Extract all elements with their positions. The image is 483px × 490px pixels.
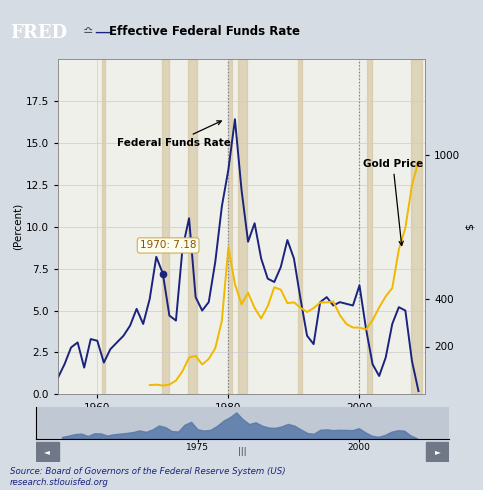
Bar (368, 59, 372, 394)
Bar (102, 59, 105, 394)
Bar (162, 59, 169, 394)
Text: Effective Federal Funds Rate: Effective Federal Funds Rate (109, 25, 299, 38)
Bar (298, 59, 302, 394)
Bar (188, 59, 197, 394)
Y-axis label: $: $ (464, 223, 474, 230)
Text: Source: Board of Governors of the Federal Reserve System (US): Source: Board of Governors of the Federa… (10, 467, 285, 476)
Bar (412, 59, 422, 394)
Bar (238, 59, 247, 394)
Text: FRED: FRED (10, 24, 67, 42)
Text: |||: ||| (239, 447, 247, 456)
Y-axis label: (Percent): (Percent) (13, 203, 23, 250)
Text: ►: ► (435, 447, 441, 456)
Text: —: — (94, 23, 111, 41)
FancyBboxPatch shape (36, 442, 59, 461)
Text: ◄: ◄ (44, 447, 50, 456)
Text: Federal Funds Rate: Federal Funds Rate (117, 121, 231, 148)
Text: Gold Price: Gold Price (363, 159, 423, 245)
Text: 1970: 7.18: 1970: 7.18 (140, 241, 197, 250)
Text: ≏: ≏ (75, 25, 93, 38)
Text: research.stlouisfed.org: research.stlouisfed.org (10, 478, 109, 487)
Bar (228, 59, 232, 394)
FancyBboxPatch shape (426, 442, 449, 461)
